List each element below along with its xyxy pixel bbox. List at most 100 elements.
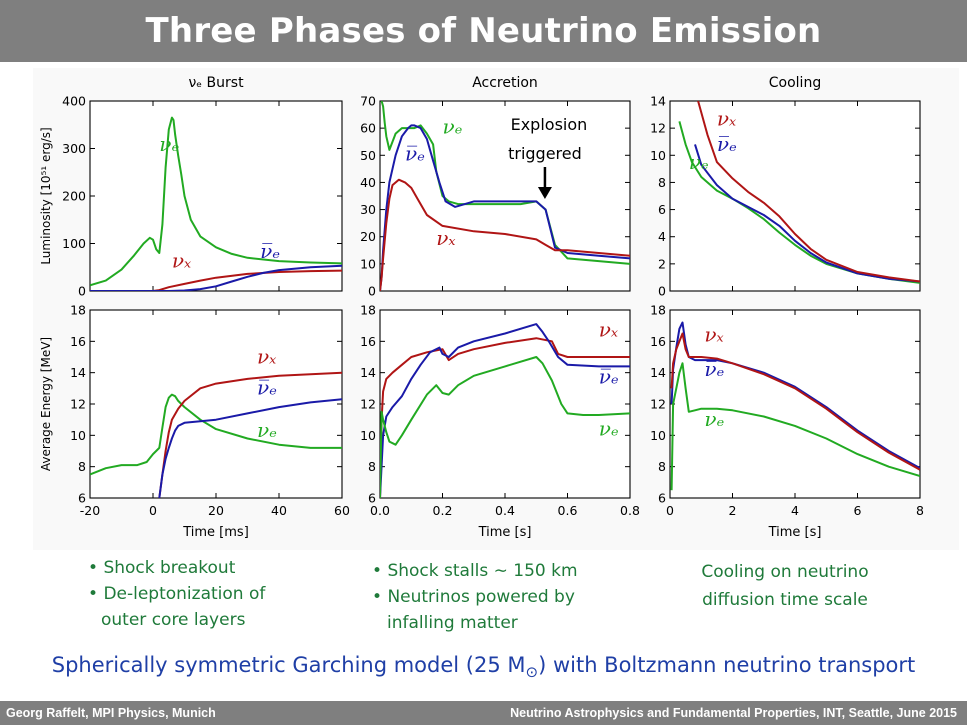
burst-bullet-2-cont: outer core layers (101, 610, 246, 630)
burst-luminosity-title: νₑ Burst (188, 75, 244, 91)
accretion-energy-ytick-label: 12 (360, 397, 376, 412)
burst-luminosity-ytick-label: 400 (62, 94, 86, 109)
accretion-energy-xlabel: Time [s] (478, 525, 532, 540)
burst-energy-curve-label: νₑ (257, 418, 277, 442)
accretion-energy-series-line (380, 337, 630, 498)
accretion-energy-xtick-label: 0.4 (495, 503, 515, 518)
burst-luminosity-ytick-label: 100 (62, 236, 86, 251)
accretion-luminosity-curve-label: νₓ (436, 226, 455, 250)
burst-luminosity-ytick-label: 200 (62, 189, 86, 204)
accretion-luminosity-curve-label: ν̅ₑ (405, 142, 425, 166)
burst-luminosity-ylabel: Luminosity [10⁵¹ erg/s] (39, 127, 53, 264)
cooling-energy-ytick-label: 14 (650, 365, 666, 380)
accretion-energy-ytick-label: 14 (360, 365, 376, 380)
accretion-luminosity-series-line (380, 124, 630, 291)
burst-energy-xtick-label: -20 (80, 503, 100, 518)
accretion-energy-series-line (380, 356, 630, 498)
model-description: Spherically symmetric Garching model (25… (0, 653, 967, 681)
cooling-luminosity-title: Cooling (769, 75, 821, 91)
slide-title: Three Phases of Neutrino Emission (145, 11, 822, 51)
cooling-luminosity-curve-label: νₑ (689, 150, 709, 174)
burst-luminosity-curve-label: νₑ (159, 132, 179, 156)
burst-luminosity-chart: 0 100 200 300 400 νₑ νₓ ν̅ₑ νₑ Burst Luminosity [… (39, 75, 343, 299)
accretion-luminosity-ytick-label: 10 (360, 256, 376, 271)
accretion-energy-frame (379, 309, 631, 499)
cooling-luminosity-ytick-label: 14 (650, 94, 666, 109)
burst-energy-ytick-label: 6 (78, 491, 86, 506)
accretion-bullet-2: • Neutrinos powered by (372, 587, 575, 607)
burst-energy-ylabel: Average Energy [MeV] (39, 337, 53, 471)
accretion-energy-curve-label: ν̅ₑ (599, 365, 619, 389)
burst-energy-ytick-label: 12 (70, 397, 86, 412)
accretion-energy-xtick-label: 0.8 (620, 503, 640, 518)
cooling-note-line-1: Cooling on neutrino (701, 562, 869, 582)
burst-luminosity-series-line (90, 264, 342, 291)
accretion-luminosity-title: Accretion (472, 75, 538, 91)
accretion-luminosity-ytick-label: 40 (360, 175, 376, 190)
burst-energy-ytick-label: 8 (78, 459, 86, 474)
cooling-note-line-2: diffusion time scale (702, 590, 868, 610)
accretion-luminosity-ytick-label: 50 (360, 148, 376, 163)
cooling-energy-ytick-label: 8 (658, 459, 666, 474)
burst-luminosity-ytick-label: 0 (78, 284, 86, 299)
cooling-energy-xtick-label: 2 (729, 503, 737, 518)
burst-energy-series-line (90, 393, 342, 476)
burst-energy-series-line (158, 398, 342, 498)
burst-bullet-2: • De-leptonization of (88, 584, 266, 604)
cooling-luminosity-ytick-label: 8 (658, 175, 666, 190)
burst-luminosity-curve-label: ν̅ₑ (260, 239, 280, 263)
cooling-energy-xtick-label: 0 (666, 503, 674, 518)
accretion-luminosity-chart: 0 10 20 30 40 50 60 70 νₑ ν̅ₑ νₓ Accretion Explosion… (360, 75, 631, 299)
cooling-energy-series-line (670, 321, 920, 470)
burst-energy-xtick-label: 20 (208, 503, 224, 518)
cooling-luminosity-series-line (697, 101, 920, 283)
accretion-luminosity-frame (379, 100, 631, 292)
burst-energy-xlabel: Time [ms] (182, 525, 249, 540)
cooling-energy-curve-label: ν̅ₑ (704, 357, 724, 381)
cooling-luminosity-ytick-label: 0 (658, 284, 666, 299)
burst-energy-ytick-label: 16 (70, 334, 86, 349)
cooling-luminosity-curve-label: νₓ (717, 106, 736, 130)
burst-energy-chart: 6 8 10 12 14 16 18 -20 0 20 40 60 νₓ ν̅ₑ νₑ Time [ms] Av… (39, 303, 350, 541)
cooling-note: Cooling on neutrino diffusion time scale (660, 558, 910, 614)
accretion-luminosity-ytick-label: 0 (368, 284, 376, 299)
cooling-luminosity-ytick-label: 12 (650, 121, 666, 136)
cooling-luminosity-ytick-label: 6 (658, 202, 666, 217)
accretion-bullet-2-cont: infalling matter (387, 613, 518, 633)
accretion-energy-xtick-label: 0.0 (370, 503, 390, 518)
accretion-energy-ytick-label: 8 (368, 459, 376, 474)
accretion-energy-ytick-label: 18 (360, 303, 376, 318)
burst-energy-curve-label: νₓ (257, 344, 276, 368)
burst-energy-xtick-label: 40 (271, 503, 287, 518)
accretion-luminosity-curve-label: νₑ (443, 115, 463, 139)
cooling-luminosity-ytick-label: 4 (658, 229, 666, 244)
accretion-energy-series-line (380, 323, 630, 498)
accretion-luminosity-ytick-label: 20 (360, 229, 376, 244)
burst-energy-ytick-label: 14 (70, 365, 86, 380)
burst-luminosity-series-line (90, 116, 342, 287)
accretion-bullet-1: • Shock stalls ∼ 150 km (372, 561, 578, 581)
accretion-energy-xtick-label: 0.2 (433, 503, 453, 518)
cooling-energy-curve-label: νₑ (704, 407, 724, 431)
burst-energy-xtick-label: 0 (149, 503, 157, 518)
cooling-energy-ytick-label: 6 (658, 491, 666, 506)
accretion-luminosity-ytick-label: 30 (360, 202, 376, 217)
footer-author: Georg Raffelt, MPI Physics, Munich (6, 706, 216, 720)
accretion-luminosity-ytick-label: 60 (360, 121, 376, 136)
accretion-bullets: • Shock stalls ∼ 150 km • Neutrinos powe… (372, 558, 578, 636)
footer-event: Neutrino Astrophysics and Fundamental Pr… (510, 706, 957, 720)
accretion-luminosity-series-line (380, 178, 630, 291)
cooling-energy-chart: 6 8 10 12 14 16 18 0 2 4 6 8 νₓ ν̅ₑ νₑ Time [s] (650, 303, 924, 541)
accretion-energy-ytick-label: 10 (360, 428, 376, 443)
burst-energy-ytick-label: 18 (70, 303, 86, 318)
burst-bullets: • Shock breakout • De-leptonization of o… (88, 555, 265, 633)
cooling-energy-ytick-label: 18 (650, 303, 666, 318)
cooling-energy-curve-label: νₓ (704, 322, 723, 346)
footer-bar: Georg Raffelt, MPI Physics, Munich Neutr… (0, 701, 967, 725)
cooling-energy-frame (669, 309, 921, 499)
cooling-energy-ytick-label: 10 (650, 428, 666, 443)
cooling-energy-xtick-label: 4 (791, 503, 799, 518)
cooling-energy-xtick-label: 8 (916, 503, 924, 518)
burst-luminosity-curve-label: νₓ (172, 248, 191, 272)
